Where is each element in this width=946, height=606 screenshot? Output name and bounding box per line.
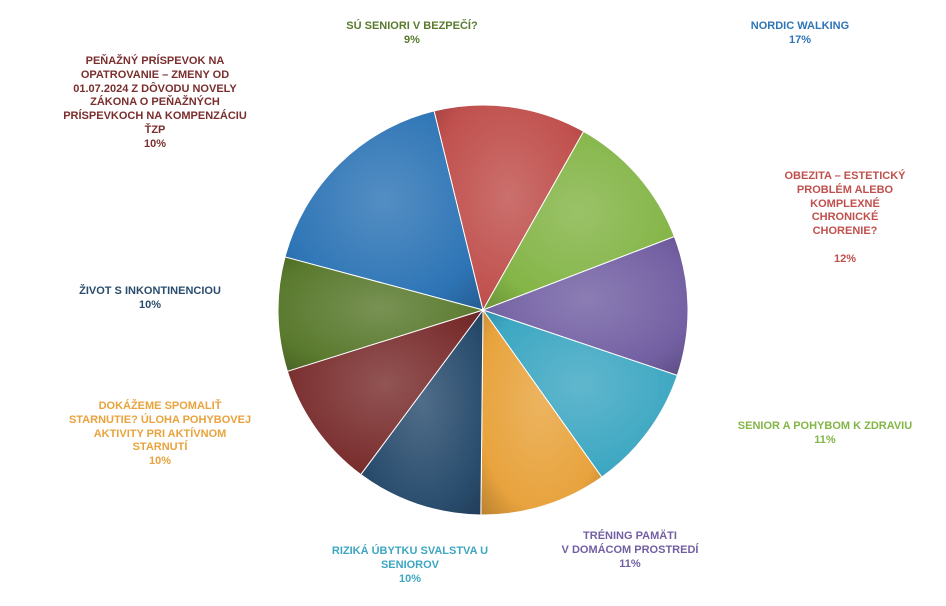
pie-chart-container: NORDIC WALKING 17%OBEZITA – ESTETICKÝ PR… xyxy=(0,0,946,606)
pie-chart xyxy=(0,0,946,606)
